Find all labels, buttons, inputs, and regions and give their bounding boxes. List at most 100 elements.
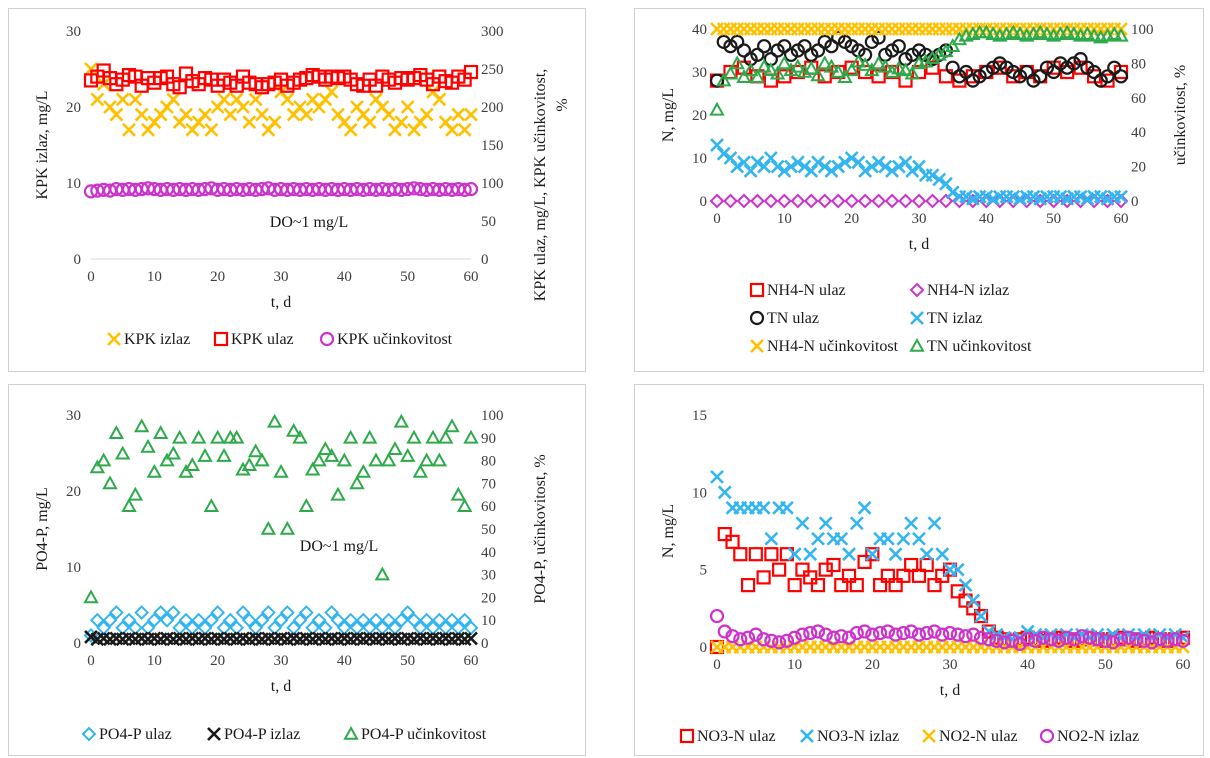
data-point: [958, 578, 973, 593]
data-point: [1020, 632, 1035, 647]
series-po4-p-ulaz: [83, 605, 479, 643]
data-point: [1046, 64, 1061, 80]
data-point: [1059, 630, 1074, 645]
data-point: [450, 486, 467, 501]
data-point: [463, 64, 479, 80]
data-point: [817, 55, 833, 70]
data-point: [292, 429, 308, 444]
data-point: [1113, 632, 1128, 647]
data-point: [122, 122, 136, 137]
data-point: [811, 531, 825, 546]
data-point: [942, 625, 958, 641]
data-point: [810, 43, 826, 58]
data-point: [830, 193, 846, 209]
data-point: [884, 193, 900, 209]
legend-marker: [81, 726, 97, 742]
legend-item: NO2-N ulaz: [922, 728, 1018, 745]
chart-note: DO~1 mg/L: [300, 538, 378, 555]
data-point: [451, 107, 466, 122]
y-tick-label: 0: [700, 194, 708, 210]
y2-tick-label: 40: [481, 545, 496, 561]
data-point: [1074, 629, 1090, 644]
legend-item: NH4-N učinkovitost: [750, 338, 899, 355]
data-point: [804, 163, 819, 178]
data-point: [368, 612, 384, 628]
data-point: [817, 159, 832, 174]
legend-item: NO2-N izlaz: [1039, 728, 1139, 745]
data-point: [1044, 627, 1058, 642]
data-point: [203, 498, 220, 512]
data-point: [716, 146, 731, 161]
x-tick-label: 50: [400, 269, 415, 285]
x-axis-label: t, d: [271, 678, 291, 695]
data-point: [709, 193, 725, 209]
x-tick-label: 30: [274, 269, 289, 285]
data-point: [298, 498, 315, 512]
data-point: [776, 55, 793, 70]
data-point: [736, 69, 752, 83]
data-point: [885, 163, 899, 178]
data-point: [803, 193, 819, 209]
data-point: [399, 447, 416, 462]
data-point: [849, 516, 864, 531]
data-point: [911, 568, 927, 583]
y-tick-label: 30: [692, 65, 707, 81]
y2-tick-label: 100: [481, 176, 504, 192]
x-tick-label: 40: [337, 269, 352, 285]
legend-marker: [343, 725, 359, 740]
data-point: [1086, 27, 1102, 42]
data-point: [1121, 627, 1136, 642]
data-point: [898, 155, 913, 170]
data-point: [790, 193, 806, 209]
y2-tick-label: 250: [481, 62, 504, 78]
legend-item: KPK izlaz: [107, 331, 190, 348]
data-point: [844, 60, 859, 75]
data-point: [90, 92, 105, 107]
data-point: [464, 107, 478, 122]
data-point: [171, 429, 188, 444]
x-tick-label: 10: [147, 653, 162, 669]
data-point: [927, 516, 942, 531]
data-point: [888, 578, 903, 593]
data-point: [146, 612, 162, 628]
data-point: [989, 633, 1004, 648]
y-tick-label: 40: [692, 22, 707, 38]
data-point: [757, 39, 772, 54]
data-point: [896, 531, 911, 546]
legend-item: PO4-P ulaz: [81, 726, 172, 743]
data-point: [722, 65, 739, 80]
data-point: [463, 429, 479, 444]
data-point: [387, 441, 403, 455]
x-tick-label: 40: [1020, 657, 1035, 673]
data-point: [787, 578, 802, 593]
data-point: [844, 193, 860, 209]
data-point: [925, 193, 940, 209]
data-point: [1028, 633, 1043, 648]
data-point: [871, 30, 886, 45]
data-point: [858, 163, 873, 178]
data-point: [134, 605, 150, 621]
legend-label: PO4-P izlaz: [224, 726, 300, 743]
x-tick-label: 20: [210, 269, 225, 285]
data-point: [834, 578, 849, 593]
data-point: [733, 632, 748, 647]
y2-tick-label: 150: [481, 138, 504, 154]
data-point: [457, 612, 473, 628]
data-point: [870, 55, 887, 70]
data-point: [938, 69, 954, 84]
legend-label: PO4-P ulaz: [99, 726, 172, 743]
data-point: [273, 612, 289, 628]
data-point: [795, 516, 810, 531]
y-tick-label: 20: [66, 484, 81, 500]
data-point: [190, 429, 207, 444]
data-point: [431, 452, 448, 467]
y-tick-label: 30: [66, 24, 81, 40]
data-point: [730, 159, 745, 174]
data-point: [750, 47, 765, 62]
data-point: [1137, 633, 1152, 648]
data-point: [355, 463, 372, 478]
data-point: [810, 578, 826, 593]
y2-tick-label: 60: [1131, 91, 1146, 107]
data-point: [209, 429, 226, 444]
y2-tick-label: 60: [481, 499, 496, 515]
